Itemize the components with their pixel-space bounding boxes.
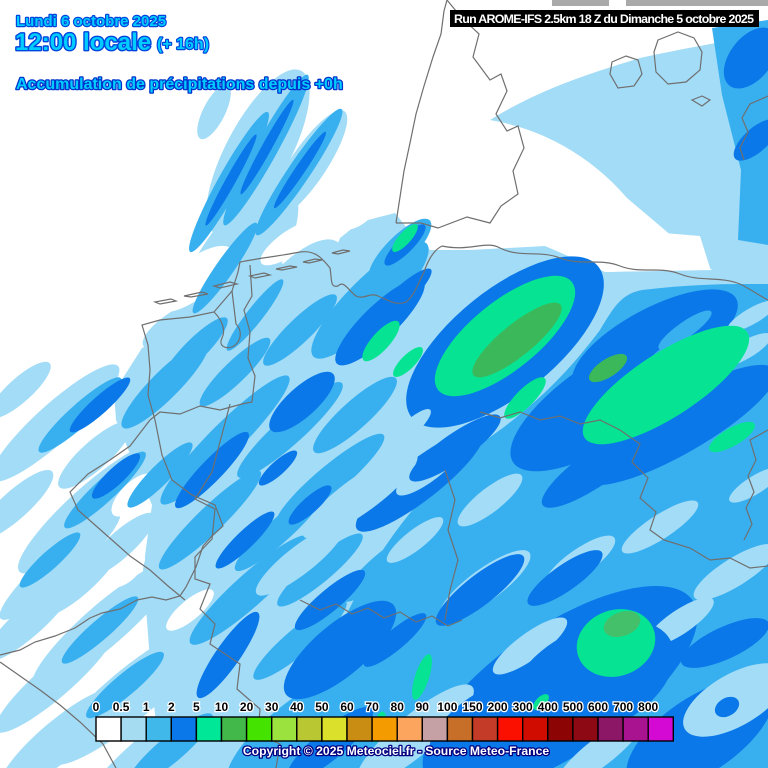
svg-text:700: 700 — [613, 700, 633, 714]
svg-text:0.5: 0.5 — [113, 700, 130, 714]
svg-text:1: 1 — [143, 700, 150, 714]
svg-text:500: 500 — [563, 700, 583, 714]
svg-text:800: 800 — [638, 700, 658, 714]
svg-text:12:00 locale: 12:00 locale — [15, 29, 151, 56]
svg-text:Accumulation de précipitations: Accumulation de précipitations depuis +0… — [16, 76, 343, 93]
svg-text:Lundi 6 octobre 2025: Lundi 6 octobre 2025 — [16, 13, 166, 30]
svg-text:40: 40 — [290, 700, 304, 714]
svg-text:150: 150 — [462, 700, 482, 714]
svg-text:2: 2 — [168, 700, 175, 714]
svg-text:70: 70 — [365, 700, 379, 714]
svg-text:300: 300 — [513, 700, 533, 714]
svg-text:90: 90 — [416, 700, 430, 714]
svg-text:200: 200 — [488, 700, 508, 714]
svg-text:100: 100 — [437, 700, 457, 714]
svg-text:0: 0 — [93, 700, 100, 714]
svg-text:Copyright © 2025 Meteociel.fr: Copyright © 2025 Meteociel.fr - Source M… — [243, 744, 550, 758]
svg-text:10: 10 — [215, 700, 229, 714]
svg-text:80: 80 — [391, 700, 405, 714]
svg-text:400: 400 — [538, 700, 558, 714]
svg-text:5: 5 — [193, 700, 200, 714]
svg-text:Run AROME-IFS 2.5km 18 Z du Di: Run AROME-IFS 2.5km 18 Z du Dimanche 5 o… — [454, 12, 754, 26]
svg-text:60: 60 — [340, 700, 354, 714]
svg-text:50: 50 — [315, 700, 329, 714]
svg-text:20: 20 — [240, 700, 254, 714]
svg-text:600: 600 — [588, 700, 608, 714]
svg-text:(+ 16h): (+ 16h) — [157, 36, 209, 53]
svg-text:30: 30 — [265, 700, 279, 714]
